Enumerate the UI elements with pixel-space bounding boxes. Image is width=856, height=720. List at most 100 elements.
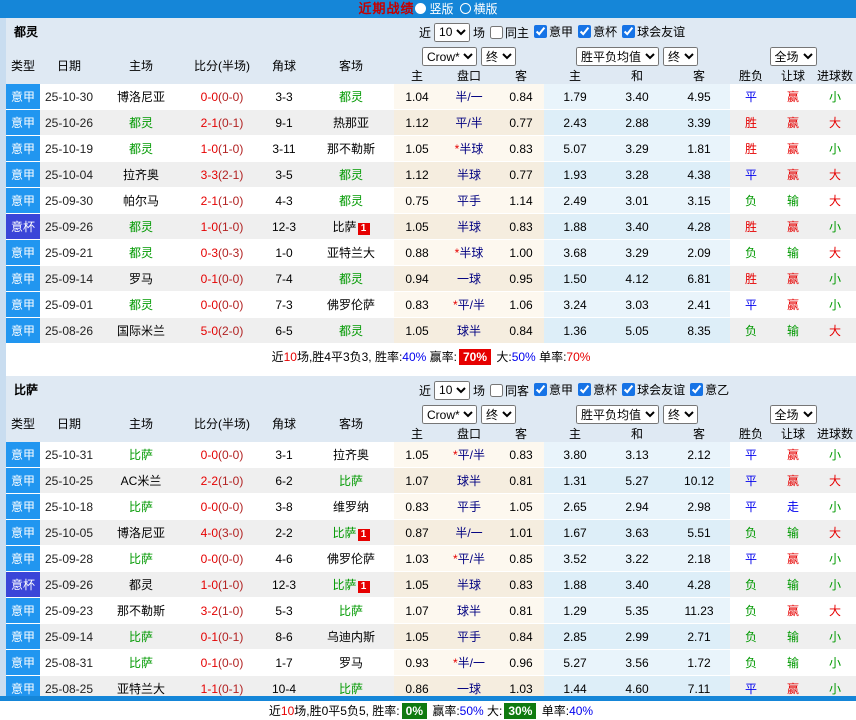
eu-selects-cell: 胜平负均值终 — [544, 46, 731, 67]
red-card-badge: 1 — [357, 529, 370, 541]
league-checkbox[interactable] — [534, 25, 548, 38]
home-team: 比萨 — [98, 623, 184, 650]
same-venue-checkbox[interactable] — [490, 383, 504, 397]
match-row: 意甲 25-09-21 都灵 0-3(0-3) 1-0 亚特兰大 0.88 *半球 1.00 3.… — [6, 239, 856, 266]
horizontal-layout-radio[interactable] — [459, 3, 471, 15]
bookmaker-select[interactable]: Crow* — [422, 47, 478, 66]
ah-line: *平/半 — [440, 545, 498, 572]
score-fulltime: 3-2 — [200, 603, 218, 618]
match-date: 25-09-14 — [40, 623, 98, 650]
away-team: 比萨 1 — [308, 213, 394, 240]
league-checkbox[interactable] — [534, 383, 548, 396]
matches-table: 类型 日期 主场 比分(半场) 角球 客场 Crow* 终 胜平负均值终 全场 主… — [6, 404, 856, 702]
same-venue-filter[interactable]: 同客 — [490, 382, 529, 399]
league-checkbox[interactable] — [622, 25, 636, 38]
eu-selects-cell: 胜平负均值终 — [544, 404, 731, 425]
handicap-result-cell: 赢 — [772, 84, 815, 110]
scope-select[interactable]: 全场 — [769, 47, 817, 66]
star-mark: * — [452, 656, 458, 670]
score-fulltime: 2-2 — [200, 473, 218, 488]
league-filter[interactable]: 意甲 — [534, 381, 573, 398]
away-team: 比萨 — [308, 467, 394, 494]
goals-cell: 大 — [814, 519, 856, 546]
league-checkbox[interactable] — [690, 383, 704, 396]
league-filter[interactable]: 意甲 — [534, 23, 573, 40]
ah-home-odds: 1.05 — [394, 317, 440, 344]
corner-score: 7-4 — [260, 265, 308, 292]
eu-draw-odds: 3.22 — [606, 545, 669, 572]
ah-final-select[interactable]: 终 — [481, 405, 517, 424]
home-team: 比萨 — [98, 545, 184, 572]
vertical-layout-radio[interactable] — [415, 3, 427, 15]
score-fulltime: 4-0 — [200, 525, 218, 540]
home-team: 都灵 — [98, 571, 184, 598]
match-score: 0-1(0-0) — [184, 265, 260, 292]
result-cell: 负 — [730, 239, 773, 266]
eu-draw-odds: 3.40 — [606, 571, 669, 598]
league-filter[interactable]: 意乙 — [690, 381, 729, 398]
score-fulltime: 1-0 — [200, 219, 218, 234]
summary-segment: 大: — [483, 704, 503, 718]
league-checkbox[interactable] — [578, 25, 592, 38]
league-filter[interactable]: 球会友谊 — [622, 381, 685, 398]
match-league: 意甲 — [6, 109, 40, 136]
match-league: 意甲 — [6, 545, 40, 572]
handicap-result-cell: 赢 — [772, 265, 815, 292]
col-ah-away: 客 — [498, 67, 545, 84]
scope-select[interactable]: 全场 — [769, 405, 817, 424]
near-count-select[interactable]: 10 — [434, 22, 471, 42]
match-league: 意杯 — [6, 571, 40, 598]
eu-final-select[interactable]: 终 — [663, 47, 699, 66]
score-halftime: (1-0) — [218, 193, 244, 208]
match-league: 意甲 — [6, 493, 40, 520]
goals-cell: 小 — [814, 265, 856, 292]
eu-draw-odds: 3.29 — [606, 239, 669, 266]
odds-avg-select[interactable]: 胜平负均值 — [576, 47, 660, 66]
league-filter[interactable]: 球会友谊 — [622, 23, 685, 40]
score-halftime: (0-3) — [218, 245, 244, 260]
eu-away-odds: 5.51 — [668, 519, 731, 546]
eu-draw-odds: 3.13 — [606, 442, 669, 468]
home-team: 罗马 — [98, 265, 184, 292]
eu-home-odds: 2.85 — [544, 623, 607, 650]
league-checkbox[interactable] — [622, 383, 636, 396]
same-venue-filter[interactable]: 同主 — [490, 24, 529, 41]
ah-home-odds: 0.75 — [394, 187, 440, 214]
eu-final-select[interactable]: 终 — [663, 405, 699, 424]
same-venue-checkbox[interactable] — [490, 25, 504, 39]
result-cell: 负 — [730, 317, 773, 344]
result-cell: 平 — [730, 161, 773, 188]
ah-away-odds: 0.83 — [498, 213, 545, 240]
ah-away-odds: 0.83 — [498, 571, 545, 598]
odds-avg-select[interactable]: 胜平负均值 — [576, 405, 660, 424]
col-eu-away: 客 — [668, 67, 731, 84]
corner-score: 12-3 — [260, 213, 308, 240]
match-league: 意甲 — [6, 467, 40, 494]
corner-score: 3-5 — [260, 161, 308, 188]
ah-away-odds: 0.83 — [498, 442, 545, 468]
eu-home-odds: 1.79 — [544, 84, 607, 110]
eu-away-odds: 2.71 — [668, 623, 731, 650]
near-count-select[interactable]: 10 — [434, 380, 471, 400]
ah-final-select[interactable]: 终 — [481, 47, 517, 66]
col-away: 客场 — [308, 404, 394, 442]
goals-cell: 大 — [814, 467, 856, 494]
goals-cell: 小 — [814, 649, 856, 676]
eu-away-odds: 8.35 — [668, 317, 731, 344]
league-filter[interactable]: 意杯 — [578, 381, 617, 398]
goals-cell: 大 — [814, 597, 856, 624]
goals-cell: 小 — [814, 442, 856, 468]
match-date: 25-10-04 — [40, 161, 98, 188]
match-league: 意甲 — [6, 597, 40, 624]
bookmaker-select[interactable]: Crow* — [422, 405, 478, 424]
league-checkbox[interactable] — [578, 383, 592, 396]
col-goals: 进球数 — [814, 67, 856, 84]
result-cell: 负 — [730, 187, 773, 214]
match-score: 1-0(1-0) — [184, 571, 260, 598]
match-date: 25-09-21 — [40, 239, 98, 266]
league-filter[interactable]: 意杯 — [578, 23, 617, 40]
ah-line: 半球 — [440, 213, 498, 240]
score-fulltime: 1-0 — [200, 141, 218, 156]
ah-line: *半球 — [440, 135, 498, 162]
